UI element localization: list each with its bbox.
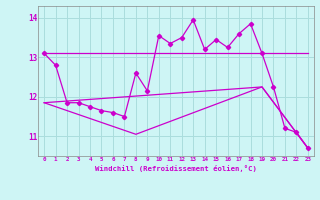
X-axis label: Windchill (Refroidissement éolien,°C): Windchill (Refroidissement éolien,°C) <box>95 165 257 172</box>
